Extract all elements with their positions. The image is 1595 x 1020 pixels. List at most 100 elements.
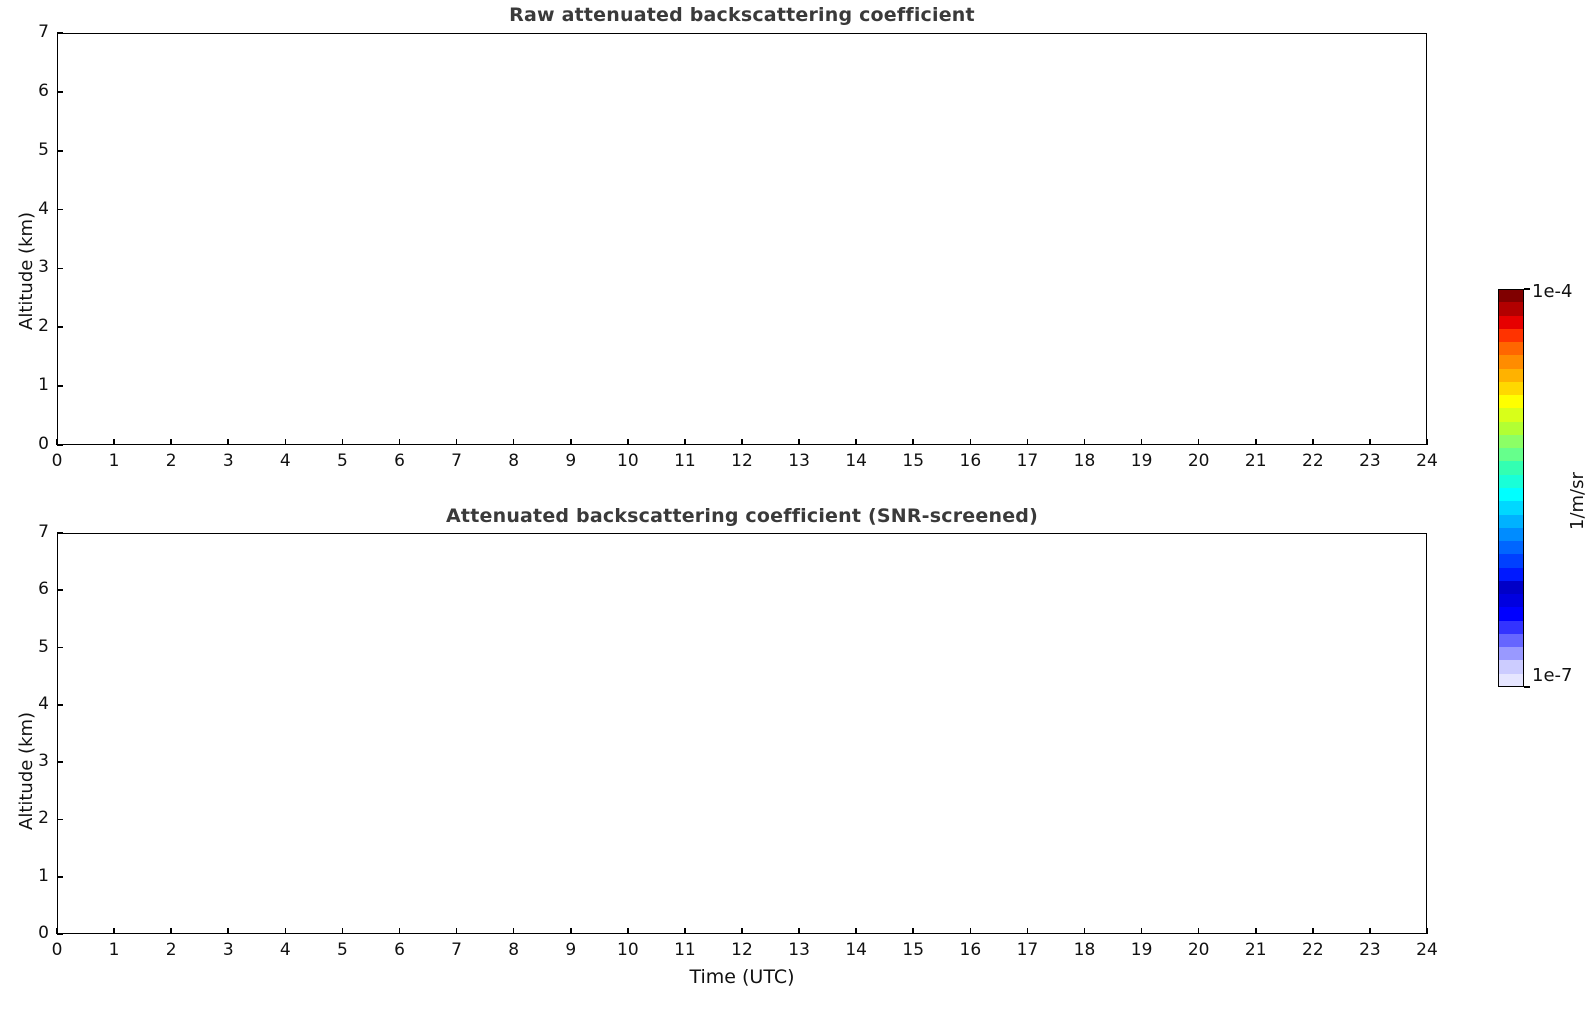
x-tick: [798, 439, 800, 445]
y-tick: [57, 149, 63, 152]
x-tick: [227, 928, 230, 934]
x-tick: [1083, 928, 1086, 934]
x-tick: [512, 928, 515, 934]
x-tick: [398, 439, 401, 445]
x-tick: [113, 439, 115, 445]
x-tick: [1426, 439, 1428, 445]
y-tick-label: 5: [38, 636, 49, 657]
colorbar-tick-max: [1524, 288, 1530, 290]
y-tick-label: 0: [38, 923, 49, 943]
x-tick: [170, 439, 172, 445]
x-tick: [969, 928, 972, 934]
x-tick-label: 14: [845, 940, 867, 960]
x-tick: [1026, 928, 1029, 934]
x-tick: [1312, 928, 1314, 934]
x-tick: [855, 928, 857, 934]
y-tick-label: 2: [38, 808, 49, 829]
y-tick-label: 3: [38, 751, 49, 772]
x-tick: [1197, 928, 1200, 934]
x-tick: [1254, 928, 1257, 934]
x-tick: [912, 928, 915, 934]
x-tick: [912, 439, 915, 445]
y-tick: [57, 32, 63, 34]
x-tick-label: 20: [1187, 940, 1210, 960]
x-tick: [798, 928, 800, 934]
y-tick: [57, 704, 63, 706]
colorbar-max-label: 1e-4: [1532, 281, 1573, 302]
raw-panel-title: Raw attenuated backscattering coefficien…: [509, 4, 975, 26]
x-tick-label: 3: [222, 940, 234, 960]
x-tick: [569, 439, 572, 445]
x-tick-label: 15: [902, 451, 925, 471]
x-tick-label: 17: [1016, 451, 1039, 471]
y-tick: [57, 589, 63, 592]
y-tick: [57, 646, 63, 649]
x-tick-label: 23: [1359, 451, 1381, 471]
x-tick: [855, 439, 857, 445]
x-tick-label: 19: [1130, 451, 1153, 471]
x-tick-label: 3: [222, 451, 234, 471]
x-tick: [56, 928, 58, 934]
x-tick-label: 5: [336, 940, 348, 960]
x-tick-label: 21: [1244, 451, 1267, 471]
x-tick: [455, 439, 458, 445]
colorbar-unit-label: 1/m/sr: [1567, 472, 1588, 530]
x-tick-label: 2: [165, 451, 177, 471]
x-tick-label: 13: [788, 451, 810, 471]
x-tick: [1369, 928, 1371, 934]
y-tick: [57, 444, 63, 446]
x-tick: [741, 439, 743, 445]
x-tick: [341, 439, 344, 445]
x-tick: [741, 928, 743, 934]
y-tick-label: 4: [38, 693, 49, 714]
x-tick-label: 9: [565, 451, 577, 471]
x-tick-label: 17: [1016, 940, 1039, 960]
x-tick-label: 1: [108, 451, 120, 471]
x-tick-label: 8: [508, 451, 520, 471]
x-tick-label: 7: [451, 451, 462, 471]
x-tick-label: 4: [279, 940, 291, 960]
x-tick-label: 7: [451, 940, 462, 960]
y-tick: [57, 875, 63, 878]
y-tick: [57, 385, 63, 387]
x-tick-label: 2: [165, 940, 177, 960]
x-tick: [341, 928, 344, 934]
x-tick: [684, 439, 686, 445]
x-tick: [398, 928, 401, 934]
x-tick-label: 10: [617, 451, 639, 471]
x-tick: [1026, 439, 1029, 445]
y-tick-label: 2: [38, 316, 49, 337]
x-tick-label: 4: [279, 451, 291, 471]
x-tick-label: 24: [1416, 451, 1438, 471]
x-tick-label: 6: [394, 940, 405, 960]
y-tick-label: 7: [38, 22, 49, 42]
y-tick: [57, 208, 63, 211]
x-tick: [284, 439, 287, 445]
x-tick-label: 20: [1187, 451, 1210, 471]
x-tick: [56, 439, 58, 445]
x-tick-label: 18: [1073, 940, 1096, 960]
x-tick: [1140, 928, 1143, 934]
x-tick: [284, 928, 287, 934]
x-tick-label: 19: [1130, 940, 1153, 960]
y-tick: [57, 532, 63, 534]
x-tick: [170, 928, 172, 934]
x-tick-label: 14: [845, 451, 867, 471]
x-tick: [113, 928, 115, 934]
x-tick-label: 12: [731, 451, 753, 471]
x-tick-label: 16: [959, 940, 982, 960]
screened-axes-frame: [57, 533, 1427, 934]
x-tick: [627, 928, 629, 934]
x-tick: [569, 928, 572, 934]
y-tick: [57, 326, 63, 329]
screened-panel-title: Attenuated backscattering coefficient (S…: [446, 505, 1038, 527]
x-tick: [684, 928, 686, 934]
y-tick-label: 6: [38, 80, 49, 101]
y-tick: [57, 91, 63, 93]
y-tick: [57, 818, 63, 821]
x-tick-label: 22: [1302, 940, 1324, 960]
x-tick-label: 16: [959, 451, 982, 471]
y-tick: [57, 933, 63, 935]
x-tick-label: 1: [108, 940, 120, 960]
x-tick: [1312, 439, 1314, 445]
